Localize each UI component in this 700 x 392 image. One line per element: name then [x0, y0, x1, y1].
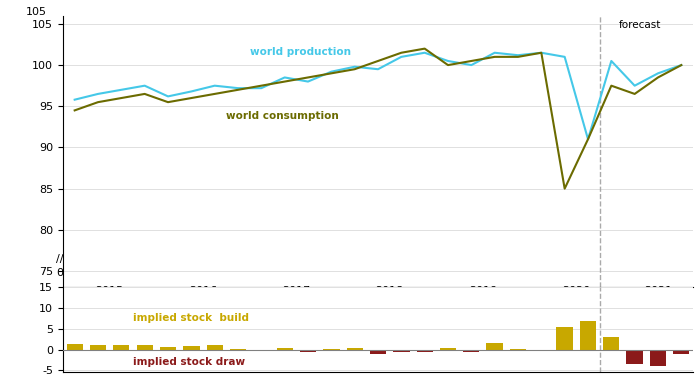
- Text: //: //: [55, 254, 63, 264]
- Bar: [673, 350, 690, 354]
- Bar: [113, 345, 130, 350]
- Bar: [90, 345, 106, 350]
- Bar: [510, 349, 526, 350]
- Text: 2017: 2017: [282, 286, 311, 296]
- Text: world consumption: world consumption: [226, 111, 339, 121]
- Bar: [300, 350, 316, 352]
- Text: 2019: 2019: [469, 286, 497, 296]
- Bar: [556, 327, 573, 350]
- Bar: [650, 350, 666, 366]
- Bar: [346, 348, 363, 350]
- Text: 2021: 2021: [644, 286, 672, 296]
- Bar: [183, 346, 199, 350]
- Bar: [416, 350, 433, 352]
- Bar: [486, 343, 503, 350]
- Text: 2018: 2018: [375, 286, 404, 296]
- Text: 0: 0: [56, 268, 63, 278]
- Bar: [580, 321, 596, 350]
- Bar: [440, 348, 456, 350]
- Text: 2015: 2015: [96, 286, 124, 296]
- Bar: [370, 350, 386, 354]
- Bar: [160, 347, 176, 350]
- Bar: [276, 348, 293, 350]
- Text: implied stock draw: implied stock draw: [133, 358, 245, 367]
- Text: world production: world production: [250, 47, 351, 57]
- Text: 105: 105: [26, 7, 47, 16]
- Bar: [206, 345, 223, 350]
- Text: implied stock  build: implied stock build: [133, 312, 249, 323]
- Text: 2020: 2020: [562, 286, 591, 296]
- Bar: [136, 345, 153, 350]
- Text: forecast: forecast: [618, 20, 661, 30]
- Bar: [323, 349, 340, 350]
- Bar: [230, 349, 246, 350]
- Bar: [66, 344, 83, 350]
- Bar: [393, 350, 410, 352]
- Text: 2016: 2016: [189, 286, 217, 296]
- Bar: [463, 350, 480, 352]
- Bar: [603, 337, 620, 350]
- Bar: [626, 350, 643, 364]
- Bar: [253, 350, 270, 351]
